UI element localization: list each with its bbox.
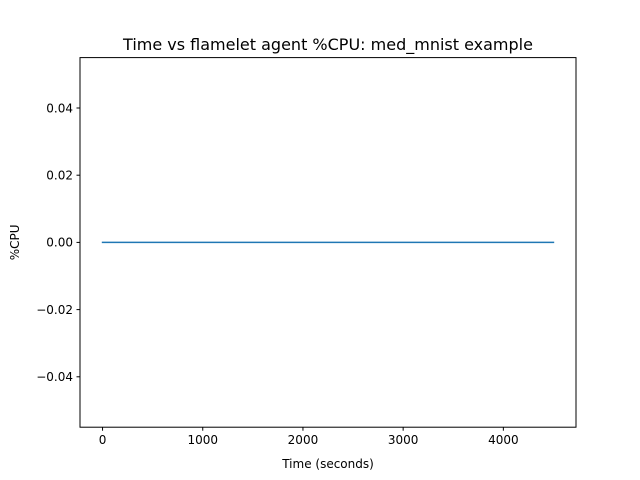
x-tick-label: 1000 [187, 433, 218, 447]
x-axis-ticks: 0 1000 2000 3000 4000 [99, 427, 519, 447]
y-tick-label: 0.00 [46, 236, 73, 250]
x-tick-label: 2000 [288, 433, 319, 447]
x-tick-label: 3000 [388, 433, 419, 447]
x-axis-label: Time (seconds) [281, 457, 374, 471]
chart-title: Time vs flamelet agent %CPU: med_mnist e… [122, 35, 533, 55]
x-tick-label: 0 [99, 433, 107, 447]
y-tick-label: 0.02 [46, 169, 73, 183]
y-tick-label: −0.04 [36, 370, 73, 384]
y-tick-label: −0.02 [36, 303, 73, 317]
x-tick-label: 4000 [488, 433, 519, 447]
y-axis-ticks: −0.04 −0.02 0.00 0.02 0.04 [36, 101, 80, 384]
y-axis-label: %CPU [8, 224, 22, 260]
y-tick-label: 0.04 [46, 101, 73, 115]
